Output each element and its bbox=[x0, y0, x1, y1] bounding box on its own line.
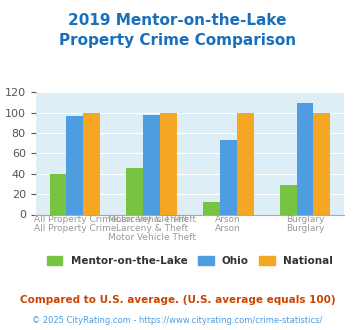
Text: Burglary: Burglary bbox=[286, 224, 324, 233]
Bar bbox=[220, 140, 237, 214]
Bar bbox=[126, 168, 143, 215]
Text: 2019 Mentor-on-the-Lake
Property Crime Comparison: 2019 Mentor-on-the-Lake Property Crime C… bbox=[59, 13, 296, 48]
Bar bbox=[66, 116, 83, 214]
Bar bbox=[50, 174, 66, 214]
Text: © 2025 CityRating.com - https://www.cityrating.com/crime-statistics/: © 2025 CityRating.com - https://www.city… bbox=[32, 316, 323, 325]
Bar bbox=[296, 103, 313, 214]
Text: Arson: Arson bbox=[215, 214, 241, 223]
Text: Motor Vehicle Theft: Motor Vehicle Theft bbox=[108, 214, 196, 224]
Bar bbox=[237, 113, 253, 214]
Text: Motor Vehicle Theft: Motor Vehicle Theft bbox=[108, 233, 196, 242]
Text: All Property Crime: All Property Crime bbox=[34, 214, 116, 223]
Bar bbox=[160, 113, 177, 214]
Bar bbox=[203, 202, 220, 214]
Bar bbox=[83, 113, 100, 214]
Bar bbox=[280, 185, 296, 214]
Legend: Mentor-on-the-Lake, Ohio, National: Mentor-on-the-Lake, Ohio, National bbox=[43, 252, 337, 270]
Text: All Property Crime: All Property Crime bbox=[34, 224, 116, 233]
Bar bbox=[143, 115, 160, 214]
Bar bbox=[313, 113, 330, 214]
Text: Larceny & Theft: Larceny & Theft bbox=[115, 224, 188, 233]
Text: Larceny & Theft: Larceny & Theft bbox=[115, 214, 188, 223]
Text: Compared to U.S. average. (U.S. average equals 100): Compared to U.S. average. (U.S. average … bbox=[20, 295, 335, 305]
Text: Arson: Arson bbox=[215, 224, 241, 233]
Text: Burglary: Burglary bbox=[286, 214, 324, 223]
